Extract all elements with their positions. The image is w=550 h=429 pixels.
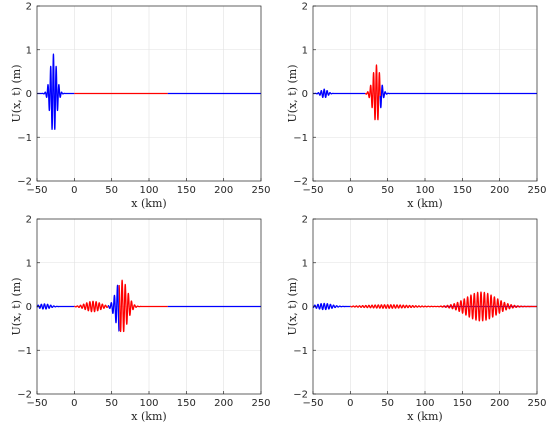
y-tick-label: 0 (26, 302, 32, 313)
x-tick-label: 100 (415, 398, 434, 409)
series-1-line-0 (349, 304, 445, 309)
series-0-line-1 (379, 84, 538, 109)
series-1-line-0 (73, 300, 109, 313)
y-tick-label: 0 (302, 302, 308, 313)
x-tick-label: 250 (251, 185, 270, 196)
y-tick-label: 2 (26, 2, 32, 13)
x-axis-label: x (km) (131, 410, 166, 423)
panel-top-left: −50 0 50 100 150 200 250 −2 −1 0 1 2 x (km) U(x, t) (… (10, 2, 271, 211)
panel-top-right: −50 0 50 100 150 200 250 −2 −1 0 1 2 x (km) U(x, t) (… (286, 2, 547, 211)
x-tick-label: 250 (251, 398, 270, 409)
x-tick-label: 0 (71, 185, 77, 196)
series-0-line-0 (36, 53, 75, 131)
x-tick-label: 100 (139, 398, 158, 409)
x-tick-label: 200 (214, 398, 233, 409)
y-axis-label: U(x, t) (m) (286, 65, 299, 123)
y-tick-label: −2 (17, 177, 32, 188)
x-tick-label: 50 (105, 185, 118, 196)
x-tick-label: 0 (347, 398, 353, 409)
x-tick-label: 150 (177, 398, 196, 409)
y-tick-label: 0 (26, 89, 32, 100)
series-0-line-0 (312, 302, 351, 311)
series-0-line-1 (107, 284, 120, 332)
x-axis-label: x (km) (407, 410, 442, 423)
y-tick-label: −1 (293, 346, 308, 357)
y-axis-label: U(x, t) (m) (10, 65, 23, 123)
y-tick-label: −1 (17, 133, 32, 144)
y-axis-label: U(x, t) (m) (10, 278, 23, 336)
x-tick-label: 50 (105, 398, 118, 409)
x-tick-label: 200 (490, 185, 509, 196)
y-tick-label: 1 (26, 45, 32, 56)
y-tick-label: −2 (293, 390, 308, 401)
series-0-line-0 (312, 88, 366, 99)
series-0-line-0 (36, 303, 75, 310)
series-1-line-0 (364, 64, 381, 121)
x-tick-label: 100 (139, 185, 158, 196)
x-tick-label: −50 (26, 185, 47, 196)
x-tick-label: 0 (71, 398, 77, 409)
panel-bottom-right: −50 0 50 100 150 200 250 −2 −1 0 1 2 x (km) U(x, t) (… (286, 215, 547, 424)
y-tick-label: −2 (17, 390, 32, 401)
x-tick-label: 150 (177, 185, 196, 196)
x-tick-label: 0 (347, 185, 353, 196)
x-tick-label: 250 (527, 185, 546, 196)
y-tick-label: −2 (293, 177, 308, 188)
y-tick-label: 1 (302, 45, 308, 56)
x-axis-label: x (km) (131, 197, 166, 210)
x-tick-label: 200 (490, 398, 509, 409)
x-tick-label: −50 (302, 398, 323, 409)
y-tick-label: 2 (302, 2, 308, 13)
y-tick-label: 1 (302, 258, 308, 269)
x-tick-label: −50 (26, 398, 47, 409)
x-tick-label: 50 (381, 398, 394, 409)
series-1-line-1 (439, 291, 538, 322)
y-tick-label: 2 (302, 215, 308, 226)
y-tick-label: 0 (302, 89, 308, 100)
x-tick-label: 150 (453, 398, 472, 409)
y-tick-label: 1 (26, 258, 32, 269)
y-tick-label: −1 (293, 133, 308, 144)
x-axis-label: x (km) (407, 197, 442, 210)
panel-bottom-left: −50 0 50 100 150 200 250 −2 −1 0 1 2 x (km) U(x, t) (… (10, 215, 271, 424)
x-tick-label: 50 (381, 185, 394, 196)
x-tick-label: 100 (415, 185, 434, 196)
y-tick-label: −1 (17, 346, 32, 357)
x-tick-label: −50 (302, 185, 323, 196)
y-axis-label: U(x, t) (m) (286, 278, 299, 336)
x-tick-label: 200 (214, 185, 233, 196)
x-tick-label: 250 (527, 398, 546, 409)
y-tick-label: 2 (26, 215, 32, 226)
series-1-line-1 (118, 279, 169, 333)
x-tick-label: 150 (453, 185, 472, 196)
